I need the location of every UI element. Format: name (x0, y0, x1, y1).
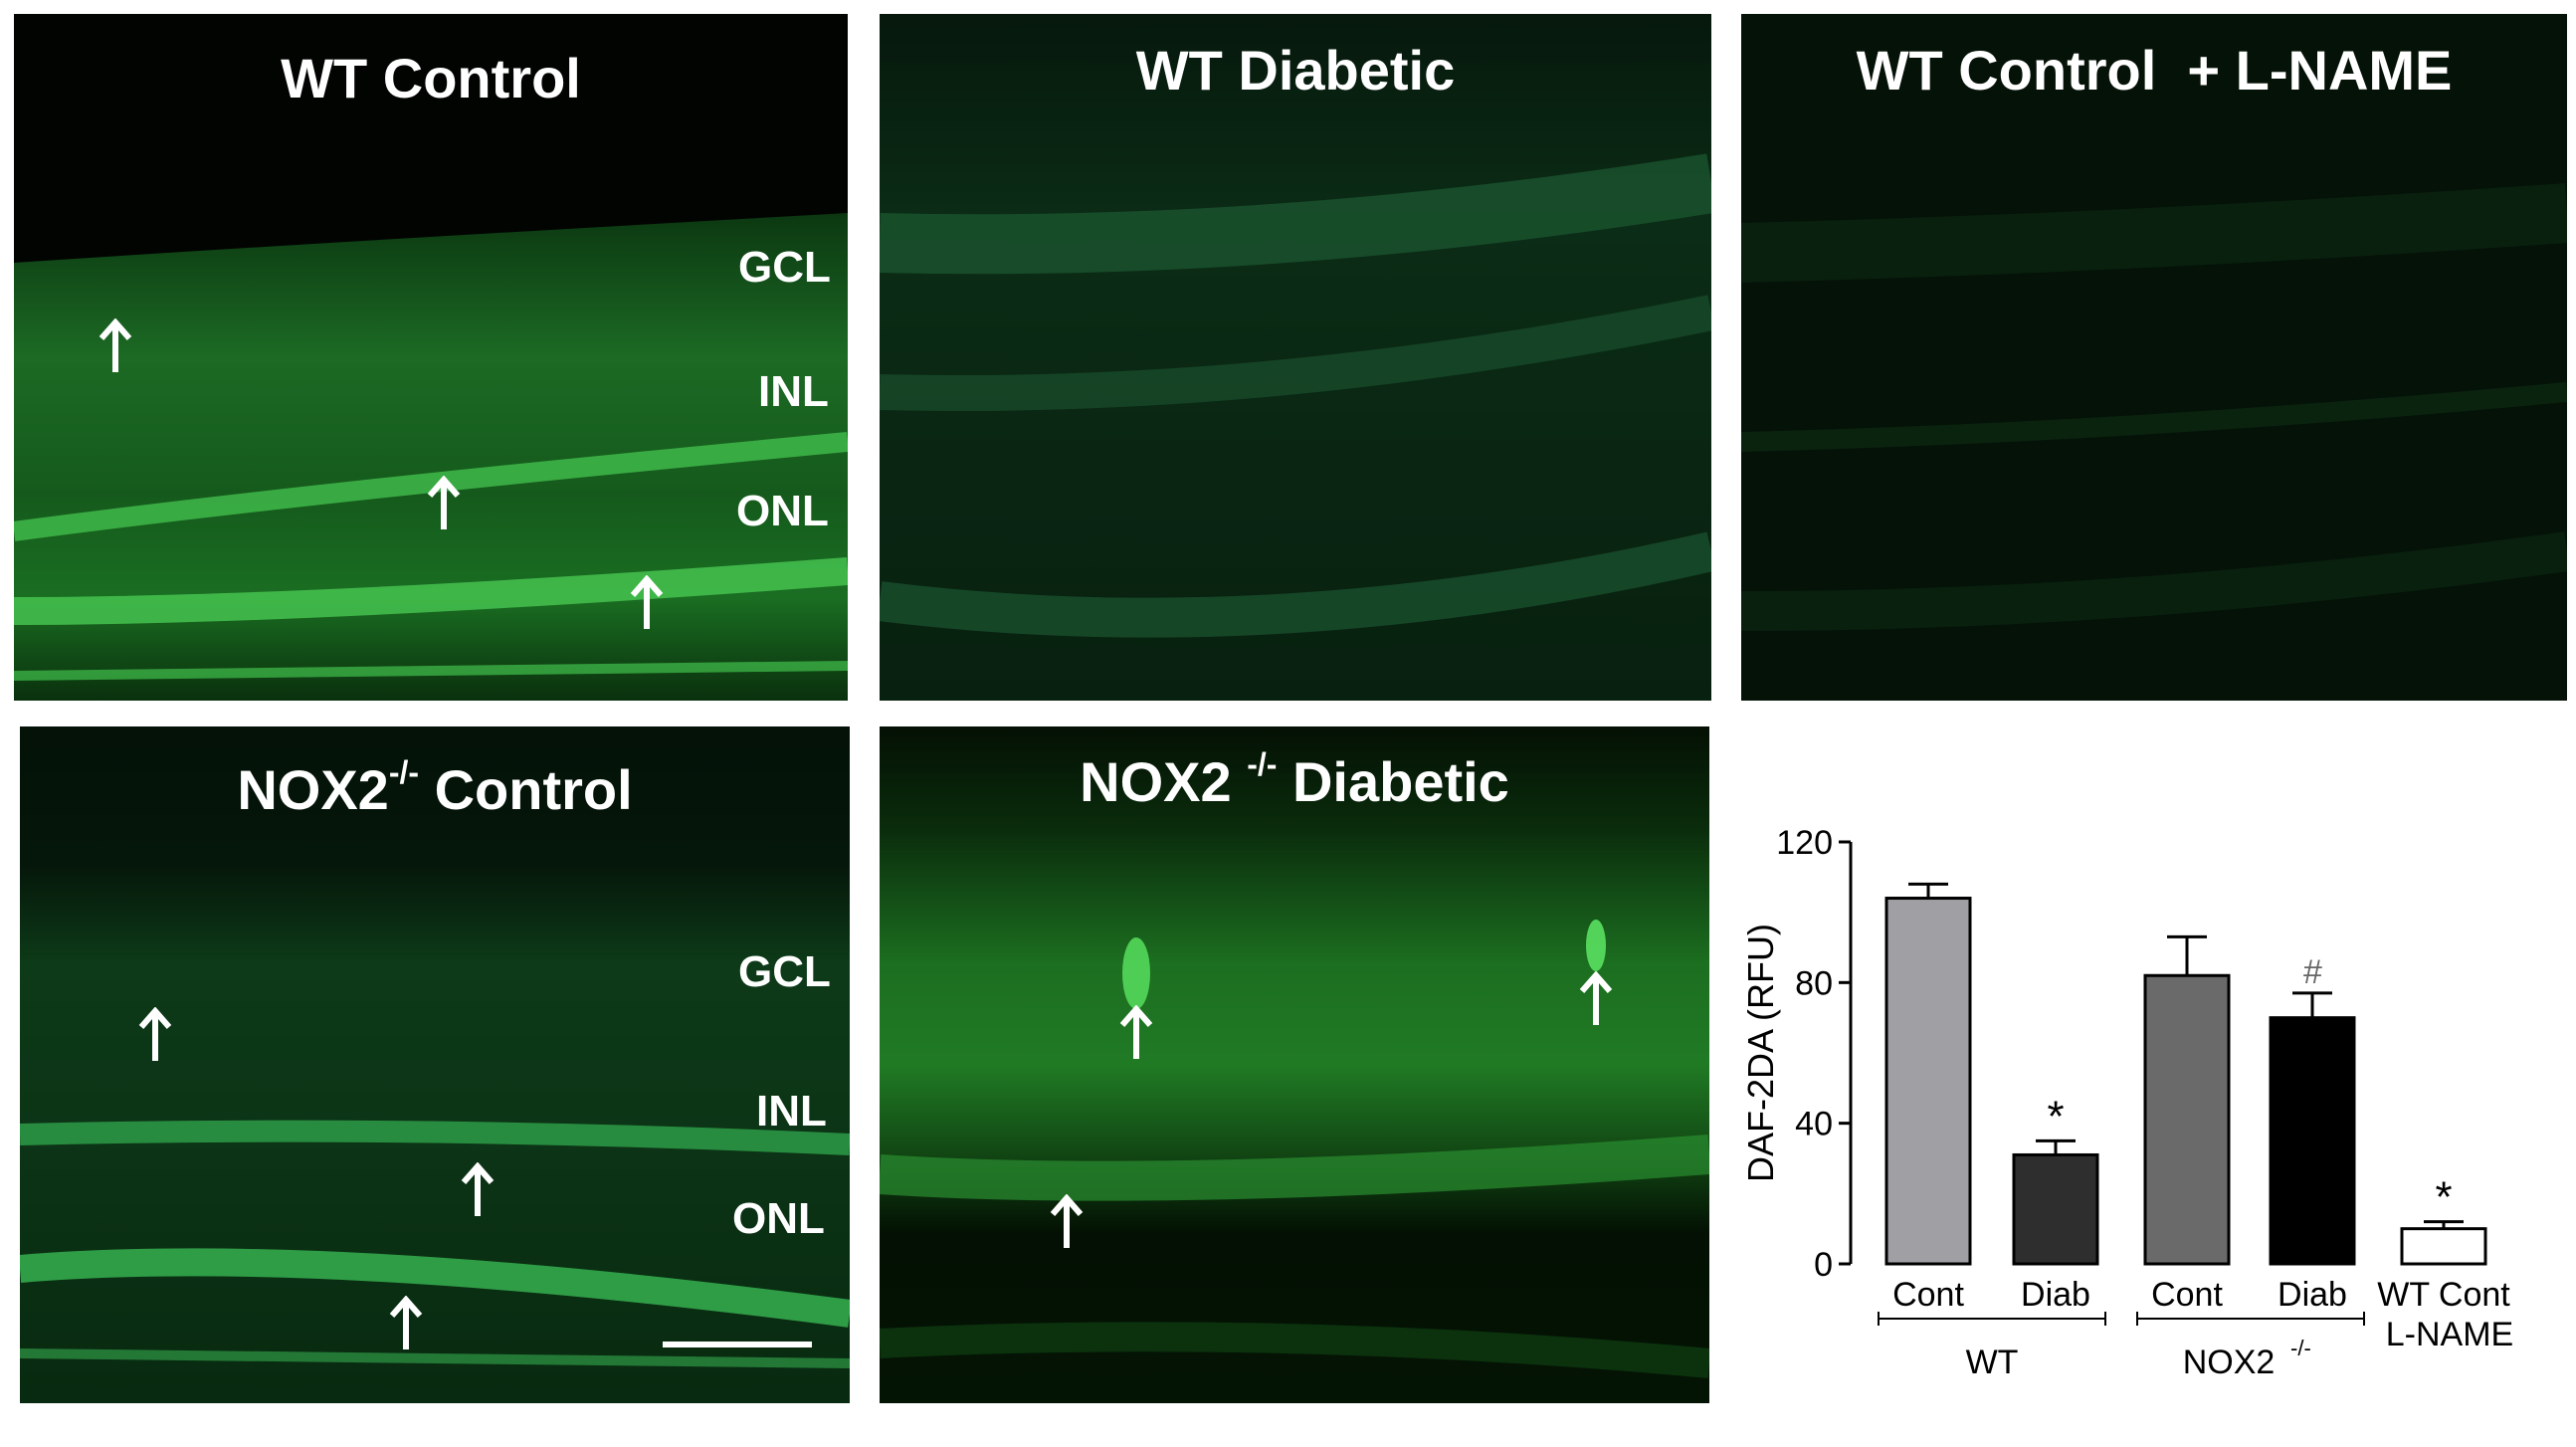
arrow-icon (1050, 1194, 1084, 1248)
layer-label-inl: INL (758, 367, 829, 416)
micrograph-wt-diabetic (880, 14, 1711, 701)
layer-label-onl: ONL (732, 1194, 825, 1243)
arrow-icon (99, 318, 132, 372)
title-prefix: NOX2 (237, 758, 389, 821)
panel-wt-lname: WT Control + L-NAME (1741, 14, 2567, 701)
micrograph-wt-lname (1741, 14, 2567, 701)
arrow-icon (1119, 1005, 1153, 1059)
bar-chart: 0 40 80 120 DAF-2DA (RFU) Cont * Diab Cont # Diab *… (1711, 796, 2567, 1413)
panel-title: WT Control + L-NAME (1856, 39, 2453, 102)
title-suffix: Diabetic (1277, 750, 1509, 813)
bar (2269, 1016, 2356, 1266)
panel-title: NOX2 -/- Diabetic (880, 746, 1709, 814)
group-label-nox2-superscript: -/- (2290, 1336, 2311, 1360)
panel-wt-control: WT Control GCL INL ONL (14, 14, 848, 701)
x-tick-label: WT Cont (2377, 1276, 2510, 1314)
x-tick-label: Diab (2278, 1276, 2347, 1314)
title-suffix: Control (419, 758, 633, 821)
arrow-icon (427, 476, 461, 529)
group-label-nox2: NOX2 (2183, 1344, 2276, 1381)
x-tick-label: L-NAME (2386, 1316, 2513, 1353)
group-label-wt: WT (1966, 1344, 2019, 1381)
bar (2012, 1152, 2099, 1266)
x-tick-label: Cont (1892, 1276, 1964, 1314)
bar (2143, 973, 2231, 1266)
y-axis-label: DAF-2DA (RFU) (1740, 924, 1781, 1182)
arrow-icon (138, 1007, 172, 1061)
y-tick-label: 80 (1795, 964, 1833, 1002)
arrow-icon (630, 575, 664, 629)
panel-title: NOX2-/- Control (20, 754, 850, 822)
x-tick-label: Cont (2151, 1276, 2223, 1314)
y-tick-label: 40 (1795, 1106, 1833, 1143)
title-superscript: -/- (1247, 746, 1278, 782)
bar (2400, 1227, 2487, 1266)
bar-chart-svg: 0 40 80 120 DAF-2DA (RFU) Cont * Diab Cont # Diab *… (1740, 824, 2513, 1381)
bar (1884, 897, 1972, 1266)
title-superscript: -/- (388, 754, 420, 790)
panel-wt-diabetic: WT Diabetic (880, 14, 1711, 701)
title-prefix: NOX2 (1080, 750, 1248, 813)
arrow-icon (1579, 971, 1613, 1025)
layer-label-gcl: GCL (738, 947, 831, 996)
y-tick-label: 120 (1776, 824, 1833, 862)
panel-title: WT Control (281, 47, 581, 109)
x-tick-label: Diab (2021, 1276, 2090, 1314)
significance-marker: # (2303, 953, 2323, 991)
significance-marker: * (2435, 1173, 2452, 1222)
panel-nox2-control: NOX2-/- Control GCL INL ONL (20, 726, 850, 1403)
micrograph-nox2-control (20, 726, 850, 1403)
layer-label-inl: INL (756, 1087, 827, 1136)
micrograph-nox2-diabetic (880, 726, 1709, 1403)
arrow-icon (389, 1296, 423, 1349)
scale-bar (663, 1342, 812, 1347)
panel-title: WT Diabetic (1135, 39, 1456, 102)
layer-label-onl: ONL (736, 487, 829, 535)
significance-marker: * (2047, 1092, 2064, 1140)
micrograph-wt-control (14, 14, 848, 701)
arrow-icon (461, 1162, 495, 1216)
y-tick-label: 0 (1814, 1246, 1833, 1284)
layer-label-gcl: GCL (738, 243, 831, 292)
panel-nox2-diabetic: NOX2 -/- Diabetic (880, 726, 1709, 1403)
